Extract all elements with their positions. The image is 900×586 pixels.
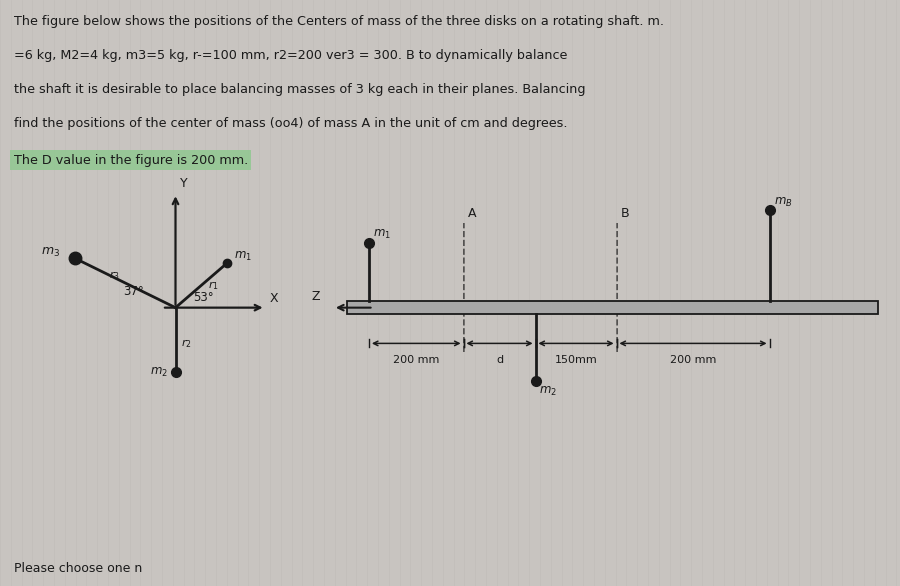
Text: 150mm: 150mm xyxy=(554,355,598,365)
Text: d: d xyxy=(496,355,503,365)
Text: $m_B$: $m_B$ xyxy=(774,196,793,209)
Text: $m_1$: $m_1$ xyxy=(373,228,391,241)
Text: X: X xyxy=(270,292,279,305)
Text: A: A xyxy=(468,207,476,220)
Text: $m_3$: $m_3$ xyxy=(40,246,59,260)
Text: =6 kg, M2=4 kg, m3=5 kg, r-=100 mm, r2=200 ver3 = 300. B to dynamically balance: =6 kg, M2=4 kg, m3=5 kg, r-=100 mm, r2=2… xyxy=(14,49,567,62)
Text: Please choose one n: Please choose one n xyxy=(14,563,142,575)
Text: Z: Z xyxy=(311,290,320,303)
Text: $r_1$: $r_1$ xyxy=(209,280,220,292)
Text: The D value in the figure is 200 mm.: The D value in the figure is 200 mm. xyxy=(14,154,248,166)
Text: find the positions of the center of mass (oo4) of mass A in the unit of cm and d: find the positions of the center of mass… xyxy=(14,117,567,130)
Text: $m_2$: $m_2$ xyxy=(150,366,168,379)
Text: B: B xyxy=(621,207,630,220)
Text: $m_2$: $m_2$ xyxy=(539,386,557,398)
Text: $m_1$: $m_1$ xyxy=(234,250,252,263)
Text: The figure below shows the positions of the Centers of mass of the three disks o: The figure below shows the positions of … xyxy=(14,15,663,28)
Text: the shaft it is desirable to place balancing masses of 3 kg each in their planes: the shaft it is desirable to place balan… xyxy=(14,83,585,96)
Text: 200 mm: 200 mm xyxy=(670,355,716,365)
Text: Y: Y xyxy=(180,178,187,190)
Polygon shape xyxy=(346,301,878,314)
Text: $r_3$: $r_3$ xyxy=(109,270,120,282)
Text: $r_2$: $r_2$ xyxy=(181,338,192,350)
Text: 200 mm: 200 mm xyxy=(393,355,439,365)
Text: 53°: 53° xyxy=(194,291,214,304)
Text: 37°: 37° xyxy=(123,285,144,298)
